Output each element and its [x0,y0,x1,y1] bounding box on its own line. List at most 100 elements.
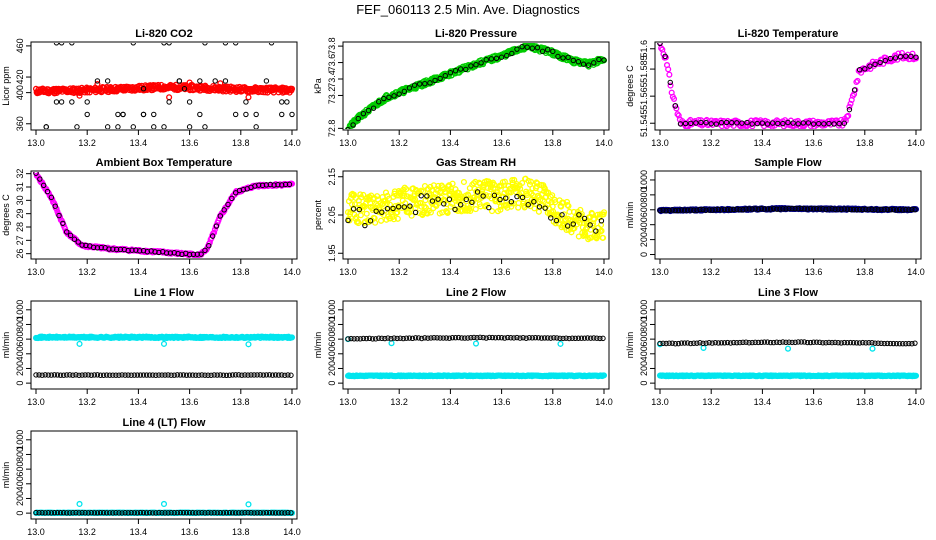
panel-title: Line 2 Flow [446,287,506,299]
data-point-avg [764,121,771,127]
data-point-avg [42,372,48,378]
data-point-avg [807,205,814,212]
data-point-avg [869,206,875,213]
data-point-avg [477,334,483,341]
data-point-colored [472,340,480,347]
data-point-avg [872,206,878,213]
data-point-avg [896,341,903,347]
data-point-avg [427,80,433,86]
x-tick-label: 13.4 [130,397,148,407]
data-point-avg [435,196,441,202]
data-point-avg [209,233,216,239]
data-point-avg [587,335,594,341]
data-point-colored [402,200,409,207]
data-point-avg [913,54,919,60]
y-tick-label: 0 [15,511,25,516]
data-point-avg [847,339,854,346]
data-point-avg [351,336,357,342]
data-point-avg [56,212,62,219]
data-point-avg [45,510,51,516]
data-point-avg [221,207,227,213]
data-point-avg [697,206,703,213]
data-point-avg [254,510,260,516]
data-point-avg [826,339,832,346]
x-tick-label: 13.4 [754,267,772,277]
data-point-avg [90,244,97,251]
data-point-avg [462,335,468,341]
data-point-avg [263,509,270,516]
data-point-avg [463,196,469,203]
data-point-avg [542,205,548,211]
x-tick-label: 13.2 [702,397,720,407]
data-point-avg [694,207,700,213]
data-point-avg [161,43,167,46]
data-point-avg [289,111,295,118]
data-point-colored [427,209,434,216]
data-point-avg [804,339,811,346]
data-point-avg [40,182,47,189]
data-point-avg [881,340,887,347]
data-point-avg [116,372,122,378]
data-point-avg [391,335,397,341]
data-point-avg [130,124,136,129]
panel-title: Line 3 Flow [758,287,818,299]
data-point-avg [406,85,413,91]
data-point-avg [83,242,89,249]
data-point-avg [397,335,403,341]
data-point-avg [734,339,740,346]
data-point-avg [856,206,863,213]
data-point-avg [667,79,673,86]
data-point-avg [159,510,165,516]
data-point-avg [379,209,385,215]
data-point-avg [140,372,147,378]
y-tick-label: 0 [327,381,337,386]
data-point-avg [220,372,227,378]
data-point-avg [734,206,740,212]
data-point-colored [854,77,861,84]
data-point-avg [167,250,174,256]
data-point-avg [863,340,869,346]
data-point-avg [217,372,224,378]
data-point-avg [406,335,413,341]
data-point-avg [136,248,143,254]
data-point-avg [912,340,918,346]
data-point-avg [884,340,891,347]
data-point-avg [844,206,851,212]
data-point-avg [523,335,529,341]
x-tick-label: 13.2 [78,138,96,148]
data-point-colored [531,197,538,204]
data-point-avg [113,246,120,253]
data-point-avg [441,201,447,207]
data-point-avg [792,339,798,346]
data-point-avg [731,339,737,346]
data-point-avg [100,510,107,516]
data-point-avg [723,119,730,126]
data-point-avg [263,372,270,378]
y-tick-label: 600 [15,332,25,347]
x-tick-label: 13.6 [181,267,199,277]
data-point-avg [724,339,731,346]
data-point-avg [193,372,199,378]
data-point-avg [243,99,249,105]
x-tick-label: 14.0 [595,397,613,407]
data-point-avg [88,510,94,516]
data-point-colored [288,180,296,187]
x-tick-label: 13.2 [702,267,720,277]
data-point-avg [143,510,150,516]
data-point-avg [909,341,915,347]
data-point-avg [675,340,682,347]
data-point-avg [79,372,85,378]
data-point-colored [674,111,681,118]
x-tick-label: 13.8 [232,397,250,407]
data-point-colored [460,178,467,186]
data-point-avg [581,335,588,341]
y-tick-label: 400 [15,476,25,491]
x-tick-label: 13.4 [442,138,460,148]
data-point-avg [769,120,776,126]
x-tick-label: 13.2 [78,267,96,277]
data-point-avg [130,43,136,46]
data-point-avg [74,124,80,129]
data-point-avg [350,206,357,212]
data-point-avg [243,111,249,118]
y-tick-label: 73.6 [327,54,337,72]
